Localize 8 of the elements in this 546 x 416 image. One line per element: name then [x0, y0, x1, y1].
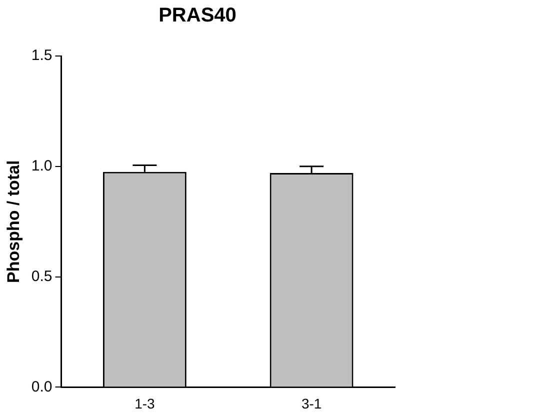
y-tick-label: 0.0	[31, 378, 52, 396]
y-tick-label: 1.5	[31, 47, 52, 64]
x-tick-label: 3-1	[301, 395, 322, 412]
y-tick-label: 0.5	[31, 268, 52, 285]
x-tick-label: 1-3	[134, 395, 156, 412]
chart-title: PRAS40	[158, 4, 236, 27]
y-tick-label: 1.0	[31, 158, 52, 175]
y-axis-title: Phospho / total	[4, 160, 23, 283]
